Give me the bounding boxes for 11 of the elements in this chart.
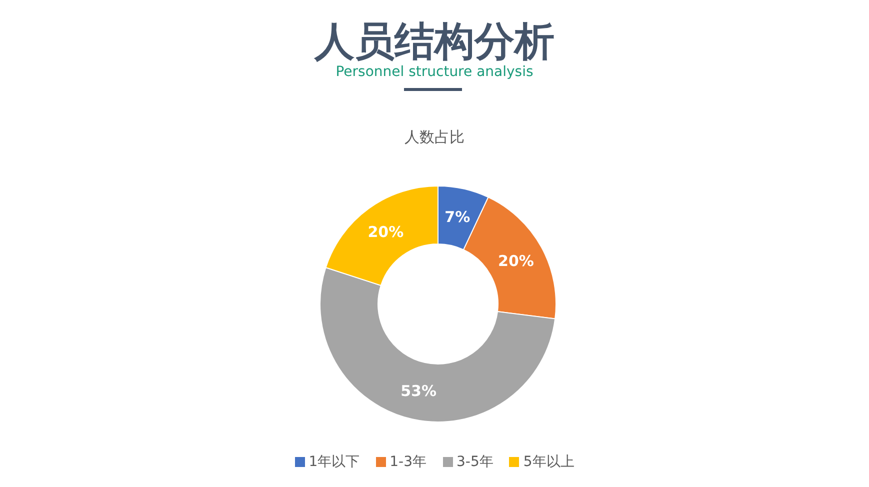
data-label: 53% xyxy=(400,382,437,400)
legend-label: 1-3年 xyxy=(388,453,426,471)
data-label: 7% xyxy=(444,208,470,226)
text: 人数占比 xyxy=(404,128,466,147)
legend-label: 5年以上 xyxy=(522,453,574,471)
legend-label: 3-5年 xyxy=(456,453,494,471)
chart-subtitle: Personnel structure analysis xyxy=(334,64,534,80)
legend-label: 1年以下 xyxy=(308,453,360,471)
data-label: 20% xyxy=(498,252,534,270)
data-label: 20% xyxy=(368,222,404,241)
chart-title: 人员结构分析 xyxy=(313,18,556,65)
